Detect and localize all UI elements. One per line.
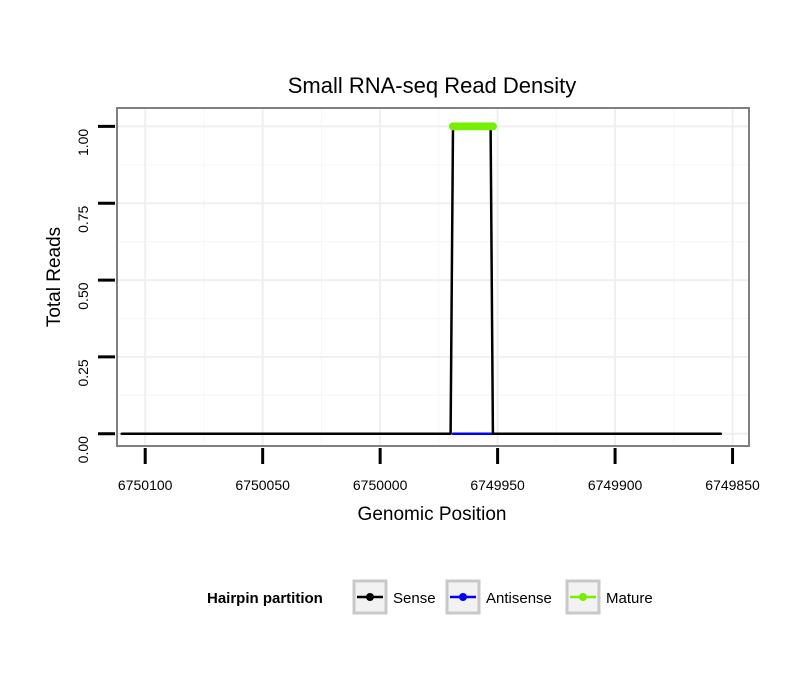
x-tick-label: 6749850	[705, 477, 760, 493]
legend-label-mature: Mature	[606, 590, 653, 607]
y-axis: 0.00 0.25 0.50 0.75 1.00	[75, 124, 115, 463]
grid-lines	[117, 108, 749, 446]
mature-point	[488, 122, 497, 131]
x-tick-label: 6750050	[235, 477, 290, 493]
plot-panel	[117, 108, 749, 446]
x-tick-label: 6749900	[588, 477, 643, 493]
y-tick-label: 0.50	[75, 282, 91, 309]
series-layer	[120, 122, 723, 435]
x-tick-label: 6750100	[118, 477, 173, 493]
y-tick-label: 0.00	[75, 436, 91, 463]
y-tick-label: 1.00	[75, 129, 91, 156]
x-axis-title: Genomic Position	[358, 504, 507, 525]
legend-title: Hairpin partition	[207, 590, 323, 607]
y-tick-label: 0.75	[75, 205, 91, 232]
chart-title: Small RNA-seq Read Density	[288, 73, 577, 98]
legend-key-point	[366, 593, 374, 601]
x-tick-label: 6749950	[470, 477, 525, 493]
legend-key-point	[579, 593, 587, 601]
x-axis: 6750100 6750050 6750000 6749950 6749900 67498…	[118, 448, 760, 493]
legend-label-antisense: Antisense	[486, 590, 552, 607]
x-tick-label: 6750000	[353, 477, 408, 493]
legend-label-sense: Sense	[393, 590, 436, 607]
plot-border	[116, 107, 750, 447]
y-tick-label: 0.25	[75, 359, 91, 386]
legend: Hairpin partition Sense Antisense Mature	[207, 579, 653, 615]
y-axis-title: Total Reads	[44, 227, 65, 327]
legend-key-point	[459, 593, 467, 601]
